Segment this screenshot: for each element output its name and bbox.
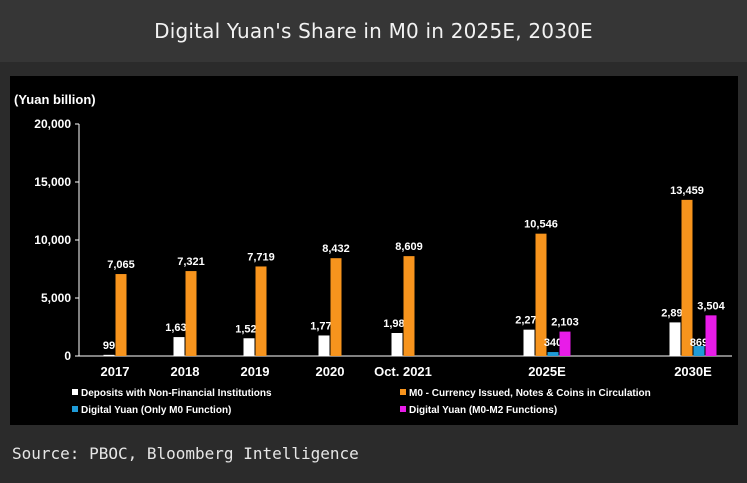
y-tick-label: 0 [64, 349, 71, 363]
y-tick-label: 15,000 [34, 175, 71, 189]
legend-swatch [400, 406, 406, 412]
data-label: 13,459 [670, 185, 704, 197]
data-label: 7,719 [247, 251, 275, 263]
data-label: 99 [103, 340, 115, 352]
x-tick-label: 2025E [528, 364, 566, 379]
source-note: Source: PBOC, Bloomberg Intelligence [12, 444, 359, 463]
bar-digital-yuan-m0 [547, 352, 559, 356]
data-label: 3,504 [697, 300, 725, 312]
bar-digital-yuan-m0-m2 [559, 331, 571, 356]
bar-digital-yuan-m0-m2 [705, 315, 717, 356]
x-tick-label: 2019 [241, 364, 270, 379]
header-bar: Digital Yuan's Share in M0 in 2025E, 203… [0, 0, 747, 62]
x-tick-label: Oct. 2021 [374, 364, 432, 379]
bar-chart: (Yuan billion) 0 5,000 10,000 15,000 20,000 99… [14, 92, 732, 416]
data-label: 8,609 [395, 241, 423, 253]
x-tick-label: 2018 [171, 364, 200, 379]
bar-deposits [391, 332, 403, 356]
legend-entry: M0 - Currency Issued, Notes & Coins in C… [409, 388, 651, 399]
bar-deposits [669, 322, 681, 356]
bar-m0 [185, 271, 197, 356]
data-label: 2,103 [551, 317, 579, 329]
bar-deposits [173, 337, 185, 356]
bar-deposits [243, 338, 255, 356]
data-label: 869 [690, 337, 708, 349]
y-axis-title: (Yuan billion) [14, 92, 96, 107]
legend-swatch [72, 389, 78, 395]
data-label: 7,321 [177, 256, 205, 268]
bar-m0 [403, 256, 415, 356]
legend-entry: Digital Yuan (M0-M2 Functions) [409, 405, 557, 416]
legend-entry: Deposits with Non-Financial Institutions [81, 388, 272, 399]
bar-m0 [330, 258, 342, 356]
legend-swatch [400, 389, 406, 395]
bar-deposits [318, 335, 330, 356]
bar-m0 [535, 233, 547, 356]
data-label: 7,065 [107, 259, 135, 271]
y-tick-label: 20,000 [34, 117, 71, 131]
bar-deposits [103, 354, 115, 356]
bar-m0 [255, 266, 267, 356]
x-tick-label: 2017 [101, 364, 130, 379]
legend-swatch [72, 406, 78, 412]
bar-digital-yuan-m0 [693, 345, 705, 356]
chart-panel: (Yuan billion) 0 5,000 10,000 15,000 20,000 99… [10, 76, 738, 425]
bar-m0 [115, 274, 127, 356]
data-label: 8,432 [322, 243, 350, 255]
page-title: Digital Yuan's Share in M0 in 2025E, 203… [154, 19, 593, 43]
x-tick-label: 2020 [316, 364, 345, 379]
legend-entry: Digital Yuan (Only M0 Function) [81, 405, 231, 416]
data-label: 340 [544, 337, 562, 349]
x-tick-label: 2030E [674, 364, 712, 379]
y-tick-label: 5,000 [41, 291, 71, 305]
bar-deposits [523, 329, 535, 356]
data-label: 10,546 [524, 219, 558, 231]
y-tick-label: 10,000 [34, 233, 71, 247]
bar-m0 [681, 199, 693, 356]
